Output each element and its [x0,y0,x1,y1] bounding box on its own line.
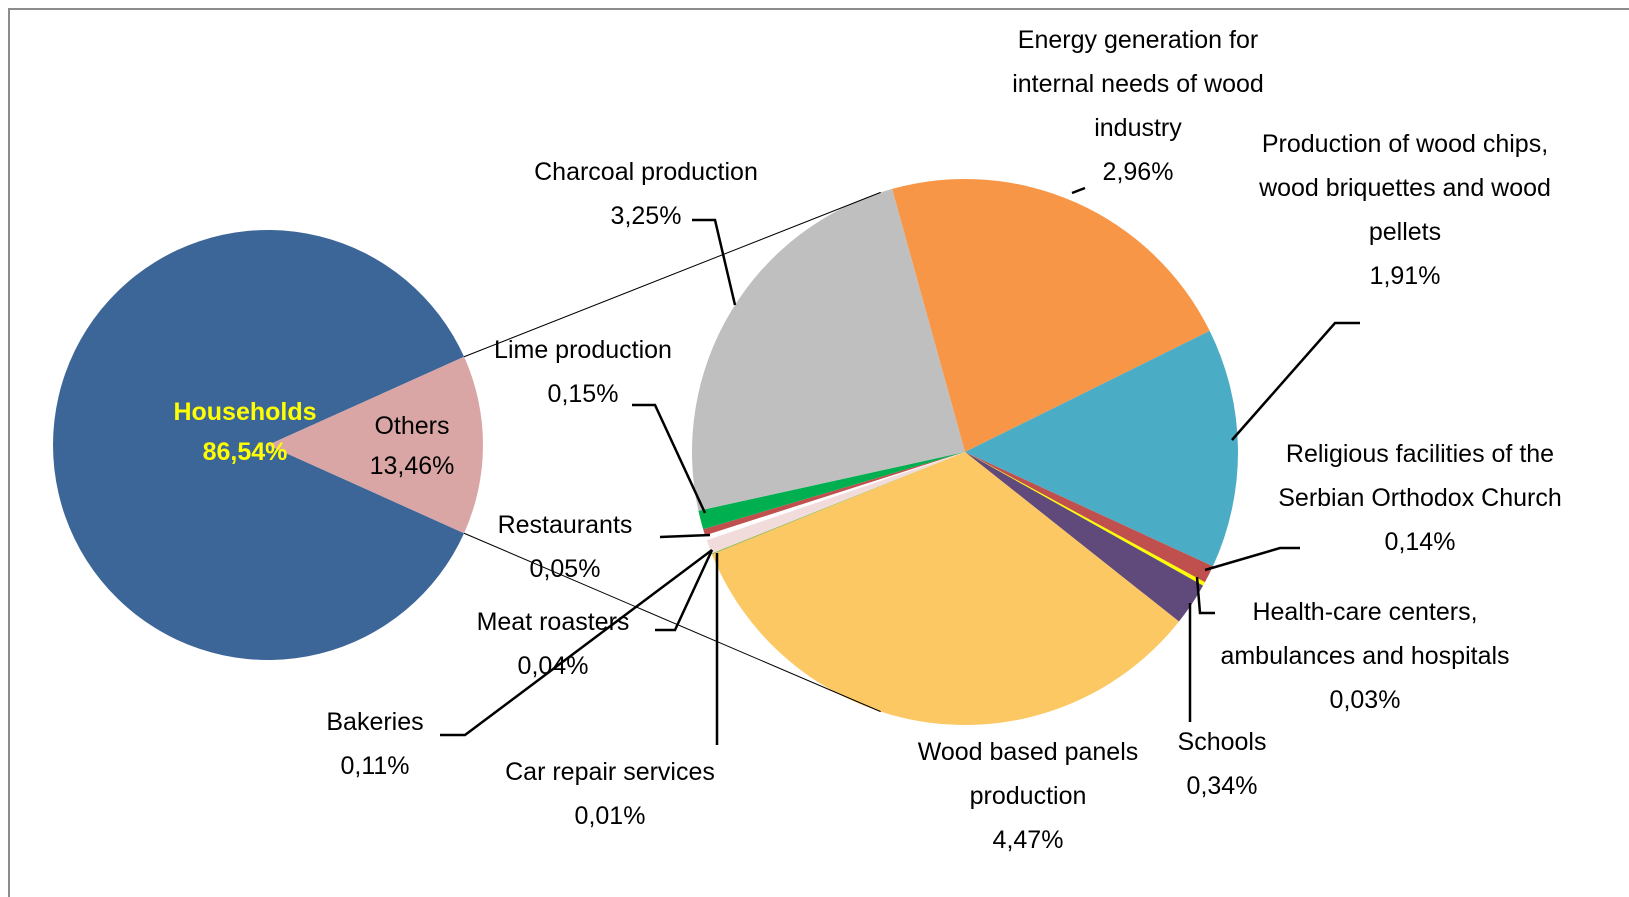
value-label: 3,25% [610,202,682,230]
category-label: Schools [1177,728,1267,756]
category-label: Production of wood chips, wood briquette… [1259,130,1551,246]
data-label: Wood based panels production 4,47% [888,730,1168,862]
data-label: Households 86,54% [145,392,345,472]
leader-line [659,533,711,539]
category-label: Households [173,398,317,426]
leader-line [1204,546,1300,572]
data-label: Health-care centers, ambulances and hosp… [1220,590,1510,722]
category-label: Health-care centers, ambulances and hosp… [1220,598,1510,670]
pie-slice [892,179,1210,452]
pie-slice [965,452,1205,586]
leader-line [1071,186,1086,195]
leader-line [632,403,707,514]
value-label: 0,14% [1384,528,1456,556]
data-label: Bakeries 0,11% [305,700,445,788]
pie-slice [691,188,965,511]
category-label: Car repair services [505,758,715,786]
leader-line [692,218,737,306]
pie-slice [711,452,1179,725]
value-label: 1,91% [1369,262,1441,290]
value-label: 0,03% [1329,686,1401,714]
leader-line [655,549,714,632]
value-label: 0,34% [1186,772,1258,800]
category-label: Restaurants [497,511,633,539]
pie-slice [698,452,965,530]
value-label: 2,96% [1102,158,1174,186]
data-label: Production of wood chips, wood briquette… [1255,122,1555,298]
value-label: 0,01% [574,802,646,830]
leader-line [1231,321,1360,441]
value-label: 0,04% [517,652,589,680]
pie-slice [703,452,965,536]
connector-line [463,532,881,713]
data-label: Charcoal production 3,25% [496,150,796,238]
data-label: Others 13,46% [332,406,492,486]
pie-slice [52,229,465,660]
pie-slice [965,452,1213,583]
value-label: 86,54% [202,438,288,466]
value-label: 13,46% [369,452,455,480]
data-label: Car repair services 0,01% [470,750,750,838]
data-label: Religious facilities of the Serbian Orth… [1275,432,1565,564]
data-label: Energy generation for internal needs of … [988,18,1288,194]
value-label: 0,11% [340,752,410,780]
pie-slice [268,356,483,534]
pie-slice [965,330,1238,567]
category-label: Lime production [494,336,672,364]
value-label: 0,15% [547,380,619,408]
category-label: Bakeries [326,708,424,736]
category-label: Charcoal production [534,158,758,186]
pie-slice [965,452,1204,622]
data-label: Restaurants 0,05% [465,503,665,591]
category-label: Meat roasters [476,608,630,636]
data-label: Lime production 0,15% [463,328,703,416]
category-label: Religious facilities of the Serbian Orth… [1278,440,1562,512]
pie-slice [705,452,965,541]
data-label: Meat roasters 0,04% [453,600,653,688]
leader-line [440,548,713,737]
category-label: Wood based panels production [917,738,1139,810]
category-label: Energy generation for internal needs of … [1012,26,1264,142]
pie-slice [706,452,965,554]
category-label: Others [374,412,450,440]
value-label: 4,47% [992,826,1064,854]
pie-slice [711,452,965,555]
data-label: Schools 0,34% [1162,720,1282,808]
leader-line [1195,576,1215,615]
connector-line [463,191,881,358]
value-label: 0,05% [529,555,601,583]
